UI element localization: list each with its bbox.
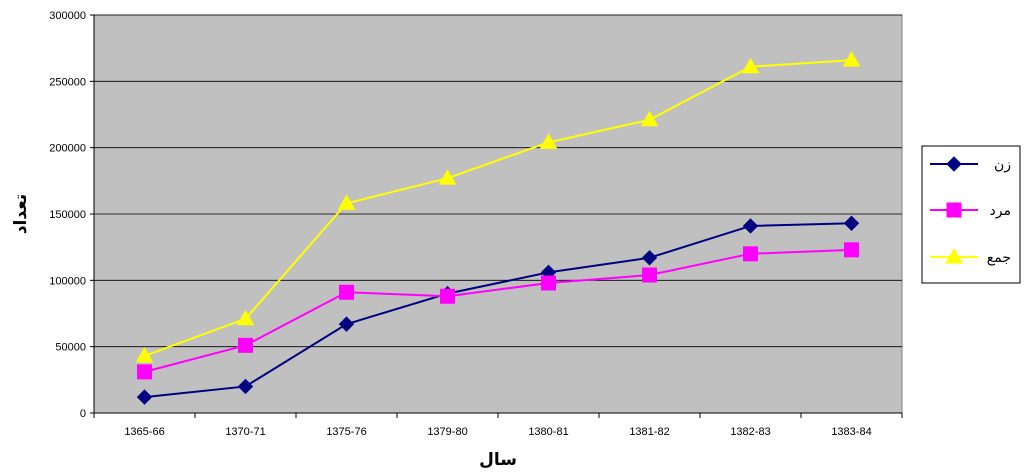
legend-marker (946, 202, 962, 218)
legend-box (921, 145, 1021, 284)
legend-item-3: جمع (930, 247, 1011, 266)
data-point (641, 250, 658, 266)
legend-label: مرد (990, 203, 1011, 219)
legend: زن مرد جمع (921, 145, 1021, 284)
legend-item-1: زن (930, 156, 1011, 173)
data-point (237, 378, 254, 395)
x-tick-label: 1365-66 (124, 426, 164, 438)
data-point (136, 389, 153, 405)
series-3 (135, 51, 861, 363)
data-point (338, 316, 355, 332)
series-line (144, 59, 852, 357)
y-tick-label: 0 (80, 408, 86, 420)
x-axis-ticks: 1365-66 1370-71 1375-76 1379-80 1380-81 1381-… (93, 413, 903, 438)
x-axis-title: سال (479, 450, 517, 470)
y-tick-label: 150000 (49, 209, 86, 221)
data-point (440, 288, 455, 304)
y-axis-ticks: 0 50000 100000 150000 200000 250000 300000 (49, 10, 94, 420)
legend-marker (945, 247, 963, 264)
data-point (541, 275, 556, 291)
y-tick-label: 200000 (49, 143, 86, 155)
legend-label: جمع (987, 250, 1011, 266)
legend-items: زن مرد جمع (930, 156, 1011, 266)
data-point (743, 246, 758, 262)
data-point (238, 337, 253, 353)
y-tick-label: 50000 (55, 342, 86, 354)
data-point (337, 194, 356, 210)
x-tick-label: 1379-80 (427, 426, 467, 438)
legend-item-2: مرد (930, 202, 1011, 219)
x-tick-label: 1381-82 (629, 426, 669, 438)
data-point (640, 110, 659, 127)
data-point (539, 133, 558, 149)
data-point (438, 169, 457, 185)
y-tick-label: 100000 (49, 275, 86, 287)
data-point (842, 51, 861, 67)
x-tick-label: 1375-76 (326, 426, 366, 438)
series-line (144, 248, 852, 373)
series-line (144, 222, 852, 399)
data-point (642, 267, 657, 283)
data-point (844, 242, 859, 258)
legend-label: زن (994, 157, 1011, 173)
data-point (741, 57, 760, 74)
gridlines (94, 14, 902, 348)
data-point (742, 218, 759, 234)
data-point (843, 215, 860, 231)
series-group (135, 51, 861, 405)
data-point (135, 346, 154, 363)
y-axis-title: تعداد (11, 194, 31, 234)
data-point (236, 309, 255, 326)
series-1 (136, 215, 860, 405)
series-2 (137, 242, 859, 380)
x-tick-label: 1370-71 (225, 426, 265, 438)
y-tick-label: 300000 (49, 10, 86, 22)
x-tick-label: 1383-84 (831, 426, 871, 438)
x-tick-label: 1380-81 (528, 426, 568, 438)
data-point (339, 284, 354, 300)
data-point (137, 364, 152, 380)
y-tick-label: 250000 (49, 76, 86, 88)
legend-marker (946, 156, 962, 172)
x-tick-label: 1382-83 (730, 426, 770, 438)
